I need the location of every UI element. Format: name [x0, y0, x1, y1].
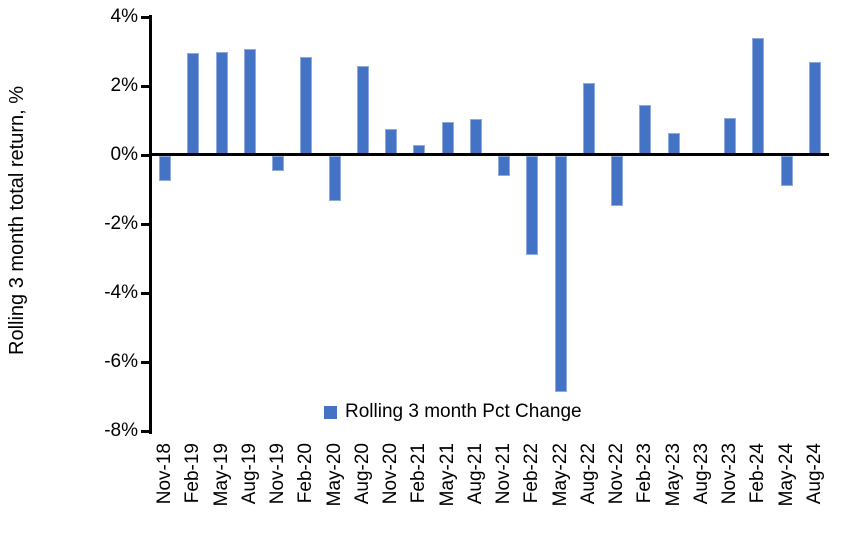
bar-May-23 [667, 132, 680, 155]
zero-baseline [149, 153, 829, 156]
bar-Feb-20 [300, 57, 313, 155]
x-tick-label: May-22 [549, 443, 571, 507]
bar-Aug-22 [582, 83, 595, 155]
bar-Nov-19 [272, 156, 285, 171]
y-tick-label: -4% [104, 282, 138, 303]
x-tick-label: Nov-19 [267, 443, 289, 505]
bar-May-19 [215, 51, 228, 155]
y-tick-mark [141, 85, 150, 88]
bar-May-24 [780, 156, 793, 186]
y-tick-mark [141, 16, 150, 19]
x-tick-label: May-23 [662, 443, 684, 507]
y-axis-line [149, 15, 152, 434]
legend-swatch-icon [324, 405, 337, 419]
bar-Feb-24 [752, 38, 765, 155]
bar-Aug-21 [469, 119, 482, 155]
bar-Feb-23 [639, 104, 652, 155]
x-tick-label: Nov-18 [154, 443, 176, 505]
legend: Rolling 3 month Pct Change [324, 401, 582, 423]
x-tick-label: Aug-21 [464, 443, 486, 505]
bar-May-22 [554, 156, 567, 393]
y-tick-label: -6% [104, 351, 138, 372]
y-tick-mark [141, 154, 150, 157]
bar-Nov-22 [611, 156, 624, 206]
x-tick-label: Feb-20 [295, 443, 317, 504]
bar-May-21 [441, 121, 454, 155]
x-tick-label: May-20 [323, 443, 345, 507]
x-tick-label: Feb-23 [634, 443, 656, 504]
x-tick-label: Nov-22 [606, 443, 628, 505]
x-tick-label: Feb-19 [182, 443, 204, 504]
x-tick-label: Feb-21 [408, 443, 430, 504]
y-tick-label: 0% [110, 144, 138, 165]
x-tick-label: Feb-24 [747, 443, 769, 504]
x-tick-label: Feb-22 [521, 443, 543, 504]
x-tick-label: May-21 [436, 443, 458, 507]
legend-label: Rolling 3 month Pct Change [345, 401, 582, 422]
y-tick-mark [141, 430, 150, 433]
bar-Aug-19 [243, 48, 256, 155]
y-tick-mark [141, 361, 150, 364]
x-tick-label: Nov-21 [493, 443, 515, 505]
bar-May-20 [328, 156, 341, 201]
x-tick-label: May-24 [775, 443, 797, 507]
y-tick-label: -2% [104, 213, 138, 234]
bar-Aug-20 [356, 65, 369, 155]
x-tick-label: Nov-20 [380, 443, 402, 505]
bar-Feb-22 [526, 156, 539, 256]
y-axis-title: Rolling 3 month total return, % [6, 85, 28, 355]
x-tick-label: Aug-23 [690, 443, 712, 505]
bar-Aug-24 [808, 61, 821, 155]
bar-Nov-23 [724, 118, 737, 155]
x-tick-label: Aug-22 [577, 443, 599, 505]
bar-Nov-20 [385, 128, 398, 155]
x-tick-label: Aug-19 [238, 443, 260, 505]
bar-Feb-19 [187, 52, 200, 155]
bar-Nov-18 [159, 156, 172, 182]
y-tick-mark [141, 223, 150, 226]
x-tick-label: Aug-20 [351, 443, 373, 505]
y-tick-mark [141, 292, 150, 295]
y-tick-label: 4% [110, 6, 138, 27]
x-tick-label: May-19 [210, 443, 232, 507]
bar-Nov-21 [498, 156, 511, 176]
x-tick-label: Nov-23 [719, 443, 741, 505]
y-tick-label: 2% [110, 75, 138, 96]
x-tick-label: Aug-24 [803, 443, 825, 505]
y-tick-label: -8% [104, 420, 138, 441]
